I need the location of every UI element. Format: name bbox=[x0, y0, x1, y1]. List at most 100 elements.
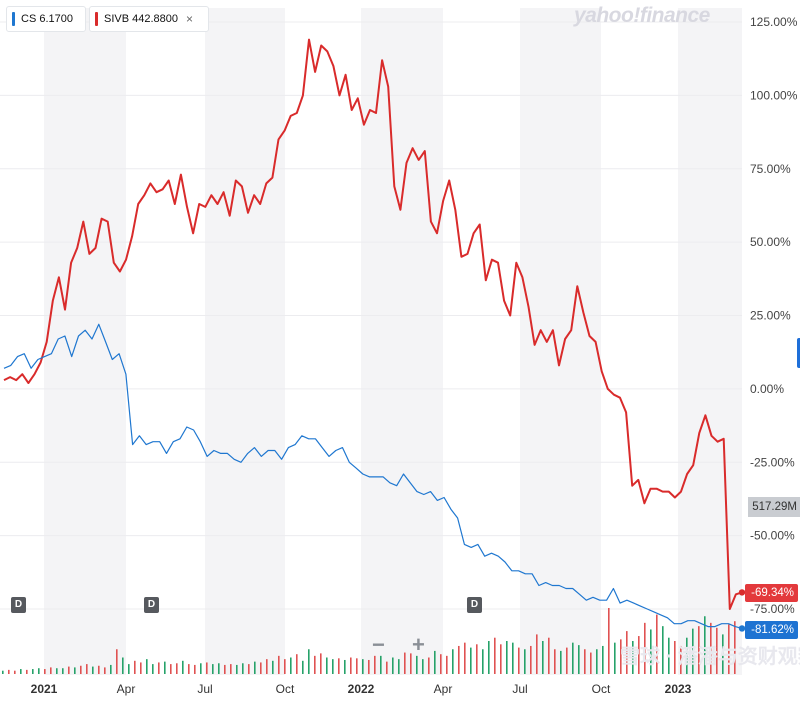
sivb-last-price-tag: -69.34% bbox=[745, 584, 798, 602]
legend-chip-cs[interactable]: CS 6.1700 bbox=[6, 6, 86, 32]
volume-bar bbox=[578, 645, 580, 674]
volume-bars bbox=[2, 608, 736, 674]
volume-bar bbox=[722, 634, 724, 674]
volume-bar bbox=[122, 657, 124, 674]
volume-bar bbox=[524, 649, 526, 674]
volume-bar bbox=[650, 629, 652, 674]
series-line-cs[interactable] bbox=[3, 323, 743, 629]
volume-bar bbox=[674, 641, 676, 674]
volume-bar bbox=[176, 663, 178, 674]
volume-bar bbox=[2, 670, 4, 674]
volume-bar bbox=[710, 622, 712, 674]
legend-chip-sivb[interactable]: SIVB 442.8800 × bbox=[89, 6, 209, 32]
time-band bbox=[678, 8, 742, 675]
volume-bar bbox=[74, 667, 76, 674]
x-tick-label: 2023 bbox=[665, 682, 692, 696]
volume-bar bbox=[116, 649, 118, 674]
volume-bar bbox=[302, 660, 304, 674]
x-tick-label: 2022 bbox=[348, 682, 375, 696]
volume-bar bbox=[368, 659, 370, 674]
volume-bar bbox=[656, 614, 658, 674]
series-lines[interactable] bbox=[3, 38, 746, 632]
y-tick-label: 125.00% bbox=[750, 15, 798, 29]
cs-last-price-tag: -81.62% bbox=[745, 621, 798, 639]
volume-bar bbox=[500, 644, 502, 674]
volume-bar bbox=[218, 663, 220, 674]
volume-bar bbox=[602, 645, 604, 674]
volume-bar bbox=[542, 641, 544, 674]
volume-bar bbox=[620, 639, 622, 674]
volume-bar bbox=[728, 624, 730, 674]
volume-bar bbox=[128, 664, 130, 674]
zoom-out-button[interactable]: − bbox=[372, 632, 385, 657]
volume-bar bbox=[50, 667, 52, 674]
zoom-in-button[interactable]: + bbox=[412, 632, 425, 657]
y-tick-label: -75.00% bbox=[750, 602, 795, 616]
volume-bar bbox=[716, 627, 718, 674]
volume-bar bbox=[356, 658, 358, 674]
sivb-color-swatch bbox=[95, 12, 98, 26]
volume-bar bbox=[92, 666, 94, 674]
x-tick-label: Oct bbox=[276, 682, 295, 696]
volume-bar bbox=[566, 647, 568, 674]
dividend-marker[interactable]: D bbox=[467, 597, 482, 613]
volume-bar bbox=[56, 668, 58, 674]
scroll-handle[interactable] bbox=[797, 338, 800, 368]
volume-bar bbox=[584, 649, 586, 674]
volume-bar bbox=[266, 659, 268, 674]
x-tick-label: 2021 bbox=[31, 682, 58, 696]
volume-bar bbox=[44, 669, 46, 674]
volume-bar bbox=[206, 662, 208, 674]
legend-symbol-cs: CS bbox=[21, 13, 37, 25]
volume-bar bbox=[230, 664, 232, 674]
cs-color-swatch bbox=[12, 12, 15, 26]
remove-sivb-close-icon[interactable]: × bbox=[186, 12, 194, 26]
volume-bar bbox=[428, 657, 430, 674]
volume-bar bbox=[608, 608, 610, 674]
volume-bar bbox=[362, 659, 364, 674]
volume-bar bbox=[416, 655, 418, 674]
volume-bar bbox=[332, 659, 334, 674]
volume-bar bbox=[26, 669, 28, 674]
volume-bar bbox=[182, 660, 184, 674]
volume-bar bbox=[308, 649, 310, 674]
volume-bar bbox=[464, 642, 466, 674]
volume-bar bbox=[242, 663, 244, 674]
volume-bar bbox=[314, 655, 316, 674]
volume-bar bbox=[488, 641, 490, 674]
volume-bar bbox=[458, 645, 460, 674]
volume-bar bbox=[80, 665, 82, 674]
y-tick-label: -50.00% bbox=[750, 529, 795, 543]
x-tick-label: Apr bbox=[117, 682, 136, 696]
dividend-marker[interactable]: D bbox=[11, 597, 26, 613]
volume-bar bbox=[62, 668, 64, 674]
volume-bar bbox=[476, 644, 478, 674]
yahoo-finance-logo: yahoo!finance bbox=[574, 4, 710, 27]
series-line-sivb[interactable] bbox=[3, 38, 743, 610]
volume-bar bbox=[470, 647, 472, 674]
volume-bar bbox=[596, 649, 598, 674]
volume-bar bbox=[164, 661, 166, 674]
y-axis-labels: 125.00% 100.00% 75.00% 50.00% 25.00% 0.00% -25… bbox=[750, 15, 798, 616]
volume-bar bbox=[254, 661, 256, 674]
volume-bar bbox=[14, 670, 16, 674]
volume-bar bbox=[626, 631, 628, 674]
volume-bar bbox=[494, 637, 496, 674]
y-tick-label: 0.00% bbox=[750, 382, 784, 396]
volume-bar bbox=[734, 621, 736, 674]
volume-bar bbox=[146, 659, 148, 674]
volume-bar bbox=[704, 616, 706, 674]
time-band bbox=[361, 8, 443, 675]
volume-bar bbox=[380, 655, 382, 674]
volume-bar bbox=[8, 669, 10, 674]
time-band bbox=[205, 8, 285, 675]
volume-bar bbox=[134, 660, 136, 674]
volume-bar bbox=[572, 642, 574, 674]
volume-bar bbox=[638, 636, 640, 674]
volume-bar bbox=[290, 657, 292, 674]
volume-bar bbox=[284, 659, 286, 674]
y-tick-label: 75.00% bbox=[750, 162, 791, 176]
volume-bar bbox=[632, 641, 634, 674]
dividend-marker[interactable]: D bbox=[144, 597, 159, 613]
